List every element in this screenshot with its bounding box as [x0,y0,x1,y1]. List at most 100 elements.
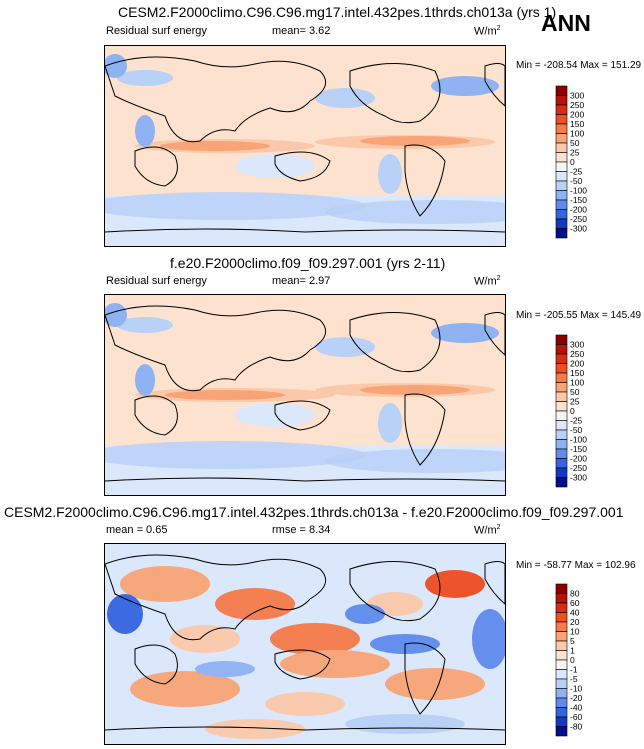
panel-1-minmax: Min = -208.54 Max = 151.29 [516,60,642,71]
colorbar-tick-label: 300 [570,91,584,101]
colorbar-swatch [555,209,568,220]
colorbar-swatch [555,650,568,661]
colorbar-swatch [555,659,568,670]
colorbar-swatch [555,152,568,163]
colorbar-tick-label: 40 [570,608,580,618]
colorbar-swatch [555,612,568,623]
colorbar-tick-label: -40 [570,703,583,713]
colorbar-swatch [555,716,568,727]
colorbar-swatch [555,726,568,737]
colorbar-swatch [555,458,568,469]
panel-1-field [105,46,505,246]
colorbar-swatch [555,640,568,651]
colorbar-tick-label: 1 [570,646,575,656]
colorbar-swatch [555,401,568,412]
colorbar-swatch [555,602,568,613]
colorbar-swatch [555,334,568,345]
colorbar-tick-label: -250 [570,214,587,224]
colorbar-tick-label: -150 [570,444,587,454]
colorbar-tick-label: -25 [570,416,583,426]
colorbar-tick-label: -1 [570,665,578,675]
colorbar-tick-label: -300 [570,224,587,234]
colorbar-swatch [555,391,568,402]
panel-2-variable-label: Residual surf energy [106,275,207,287]
colorbar-swatch [555,583,568,594]
colorbar-swatch [555,363,568,374]
colorbar-swatch [555,669,568,680]
colorbar-tick-label: -250 [570,463,587,473]
colorbar-tick-label: -200 [570,205,587,215]
panel-1-colorbar: 30025020015010050250-25-50-100-150-200-2… [555,85,587,239]
colorbar-swatch [555,697,568,708]
colorbar-tick-label: -150 [570,195,587,205]
colorbar-swatch [555,477,568,488]
colorbar-tick-label: 250 [570,349,584,359]
colorbar-tick-label: 10 [570,627,580,637]
colorbar-tick-label: -50 [570,425,583,435]
colorbar-swatch [555,467,568,478]
colorbar-swatch [555,123,568,134]
colorbar-swatch [555,199,568,210]
colorbar-tick-label: -5 [570,674,578,684]
panel-2-units: W/m2 [474,275,501,288]
colorbar-tick-label: 20 [570,617,580,627]
panel-1-title: CESM2.F2000climo.C96.C96.mg17.intel.432p… [118,4,557,20]
colorbar-swatch [555,171,568,182]
colorbar-swatch [555,180,568,191]
colorbar-swatch [555,190,568,201]
panel-3-minmax: Min = -58.77 Max = 102.96 [516,560,636,571]
colorbar-swatch [555,161,568,172]
panel-1-units: W/m2 [474,25,501,38]
panel-2-colorbar: 30025020015010050250-25-50-100-150-200-2… [555,334,587,488]
colorbar-swatch [555,593,568,604]
colorbar-tick-label: 25 [570,148,580,158]
colorbar-tick-label: 100 [570,129,584,139]
colorbar-tick-label: 150 [570,368,584,378]
colorbar-tick-label: -50 [570,176,583,186]
season-label: ANN [541,10,591,36]
colorbar-tick-label: 0 [570,406,575,416]
colorbar-swatch [555,228,568,239]
colorbar-tick-label: 0 [570,157,575,167]
colorbar-swatch [555,353,568,364]
colorbar-tick-label: -80 [570,722,583,732]
colorbar-tick-label: 300 [570,340,584,350]
colorbar-swatch [555,707,568,718]
panel-2-map [104,294,506,496]
colorbar-tick-label: -25 [570,167,583,177]
colorbar-tick-label: 150 [570,119,584,129]
panel-1-map [104,45,506,247]
panel-3-title: CESM2.F2000climo.C96.C96.mg17.intel.432p… [4,504,624,520]
colorbar-tick-label: 50 [570,138,580,148]
colorbar-swatch [555,218,568,229]
colorbar-swatch [555,372,568,383]
colorbar-tick-label: 200 [570,110,584,120]
colorbar-swatch [555,420,568,431]
colorbar-swatch [555,142,568,153]
colorbar-tick-label: 50 [570,387,580,397]
colorbar-swatch [555,621,568,632]
colorbar-swatch [555,439,568,450]
panel-1-mean: mean= 3.62 [272,25,331,37]
colorbar-swatch [555,429,568,440]
colorbar-tick-label: 5 [570,636,575,646]
panel-2-mean: mean= 2.97 [272,275,331,287]
panel-3-map [104,543,506,745]
colorbar-tick-label: 80 [570,589,580,599]
panel-2-title: f.e20.F2000climo.f09_f09.297.001 (yrs 2-… [170,255,446,271]
panel-3-units: W/m2 [474,524,501,537]
colorbar-tick-label: -200 [570,454,587,464]
colorbar-tick-label: -100 [570,186,587,196]
colorbar-swatch [555,631,568,642]
panel-3-rmse: rmse = 8.34 [272,524,331,536]
colorbar-swatch [555,85,568,96]
colorbar-swatch [555,448,568,459]
colorbar-tick-label: -60 [570,712,583,722]
panel-2-minmax: Min = -205.55 Max = 145.49 [516,310,642,321]
colorbar-swatch [555,114,568,125]
colorbar-swatch [555,133,568,144]
colorbar-swatch [555,678,568,689]
colorbar-swatch [555,382,568,393]
colorbar-tick-label: 0 [570,655,575,665]
panel-3-mean: mean = 0.65 [106,524,168,536]
